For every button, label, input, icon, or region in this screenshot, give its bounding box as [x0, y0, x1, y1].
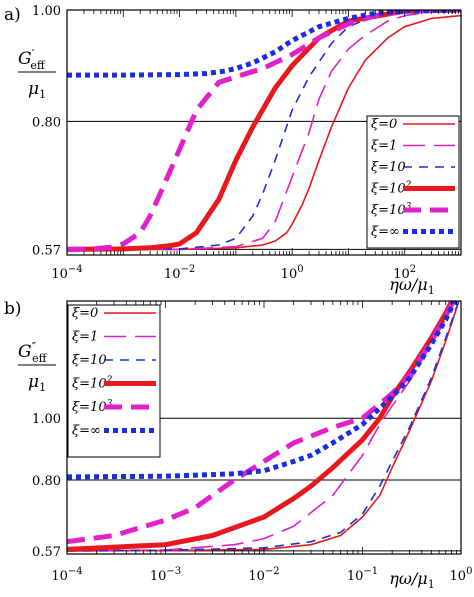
series-line — [67, 301, 460, 552]
legend-label: ξ=0 — [371, 117, 397, 132]
panel-label: b) — [4, 299, 22, 319]
y-tick-label: 0.80 — [32, 115, 61, 130]
y-tick-label: 0.80 — [32, 474, 61, 489]
legend-label: ξ=10 — [72, 353, 107, 368]
series-line — [67, 301, 455, 552]
x-tick-label: 102 — [393, 264, 416, 282]
series-line — [67, 301, 460, 552]
series-line — [67, 10, 461, 252]
legend-label: ξ=∞ — [72, 424, 101, 439]
legend-label: ξ=∞ — [371, 225, 400, 240]
series-line — [67, 14, 461, 251]
series-line — [67, 301, 458, 480]
series-line — [67, 10, 461, 78]
axes-frame — [66, 9, 462, 256]
y-axis-label: G′ eff — [18, 47, 46, 72]
legend-label: ξ=0 — [72, 306, 98, 321]
y-axis-label-denominator: μ1 — [28, 79, 46, 101]
panel-label: a) — [4, 5, 21, 25]
legend: ξ=0 ξ=1 ξ=10 ξ=102 ξ=103 ξ=∞ — [366, 115, 460, 249]
x-tick-label: 10−4 — [51, 566, 82, 584]
legend-label: ξ=103 — [72, 399, 113, 415]
series-group — [67, 301, 460, 552]
y-axis-label: G″ eff — [18, 340, 48, 365]
x-tick-label: 10−2 — [248, 566, 279, 584]
x-tick-label: 100 — [450, 566, 473, 584]
x-tick-label: 10−3 — [150, 566, 181, 584]
legend-box — [366, 115, 460, 249]
chart-panel-a: a) 10−4 10−2 100 102 0.57 0.80 1.00 G′ eff μ1 ηω/μ1… — [4, 4, 462, 297]
series-line — [67, 301, 457, 545]
y-tick-label: 0.57 — [32, 243, 61, 258]
series-group — [67, 10, 461, 252]
y-tick-label: 1.00 — [32, 4, 61, 19]
y-tick-label: 0.57 — [32, 545, 61, 560]
x-axis-label: ηω/μ1 — [389, 275, 434, 297]
legend-label: ξ=1 — [371, 139, 397, 154]
legend-label: ξ=102 — [72, 376, 113, 392]
series-line — [67, 301, 456, 552]
legend-label: ξ=10 — [371, 160, 406, 175]
x-tick-label: 10−4 — [51, 264, 82, 282]
x-tick-label: 10−1 — [347, 566, 378, 584]
legend: ξ=0 ξ=1 ξ=10 ξ=102 ξ=103 ξ=∞ — [67, 304, 161, 458]
x-axis-label: ηω/μ1 — [389, 569, 434, 591]
x-tick-label: 100 — [281, 264, 304, 282]
chart-panel-b: b) 10−4 10−3 10−2 10−1 100 0.57 0.80 1.00 G″ eff μ1… — [4, 299, 473, 591]
y-axis-label-denominator: μ1 — [28, 372, 46, 394]
x-tick-label: 10−2 — [164, 264, 195, 282]
legend-label: ξ=103 — [371, 202, 412, 218]
legend-label: ξ=102 — [371, 181, 412, 197]
y-tick-label: 1.00 — [32, 412, 61, 427]
series-line — [67, 10, 461, 251]
legend-label: ξ=1 — [72, 330, 98, 345]
